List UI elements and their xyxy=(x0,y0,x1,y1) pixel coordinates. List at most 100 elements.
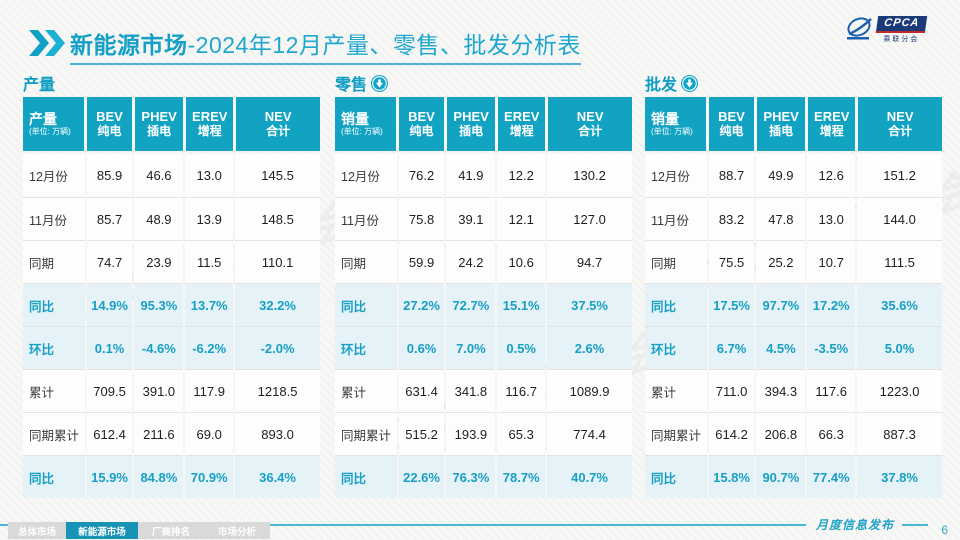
corner-title: 销量 xyxy=(651,111,679,128)
value-cell: 12.6 xyxy=(807,154,856,197)
value-cell: 12.2 xyxy=(497,154,546,197)
corner-title: 销量 xyxy=(341,111,369,128)
value-cell: 13.0 xyxy=(807,197,856,240)
value-cell: 66.3 xyxy=(807,412,856,455)
value-cell: 11.5 xyxy=(185,240,234,283)
value-cell: 709.5 xyxy=(86,369,133,412)
value-cell: -2.0% xyxy=(235,326,320,369)
value-cell: 24.2 xyxy=(446,240,496,283)
row-label: 同比 xyxy=(335,283,397,326)
column-header-erev: EREV 增程 xyxy=(808,97,856,151)
nav-tab-overall-market[interactable]: 总体市场 xyxy=(8,522,66,539)
value-cell: 59.9 xyxy=(398,240,445,283)
column-header-bev: BEV 纯电 xyxy=(398,97,445,151)
nav-tab-nev-market[interactable]: 新能源市场 xyxy=(66,522,138,539)
corner-unit: (单位: 万辆) xyxy=(29,127,71,137)
value-cell: 97.7% xyxy=(756,283,806,326)
value-cell: 69.0 xyxy=(185,412,234,455)
value-cell: 37.5% xyxy=(547,283,632,326)
table-body: 12月份 85.9 46.6 13.0 145.5 11月份 85.7 48.9 13.9 148… xyxy=(23,154,320,498)
table-row: 环比 0.1% -4.6% -6.2% -2.0% xyxy=(23,326,320,369)
row-label: 同期累计 xyxy=(335,412,397,455)
value-cell: 22.6% xyxy=(398,455,445,498)
value-cell: 84.8% xyxy=(134,455,184,498)
cpca-logo: CPCA 乘联分会 xyxy=(845,16,928,44)
row-label: 同期累计 xyxy=(645,412,707,455)
double-chevron-icon xyxy=(29,30,65,56)
value-cell: 130.2 xyxy=(547,154,632,197)
column-header-bev: BEV 纯电 xyxy=(708,97,755,151)
footer-rule: 月度信息发布 xyxy=(0,516,960,533)
value-cell: 127.0 xyxy=(547,197,632,240)
section-title-production: 产量 xyxy=(23,77,56,94)
value-cell: 17.5% xyxy=(708,283,755,326)
value-cell: 206.8 xyxy=(756,412,806,455)
table-row: 累计 709.5 391.0 117.9 1218.5 xyxy=(23,369,320,412)
value-cell: 36.4% xyxy=(235,455,320,498)
value-cell: 27.2% xyxy=(398,283,445,326)
value-cell: 76.3% xyxy=(446,455,496,498)
cpca-logo-text: CPCA xyxy=(875,16,928,33)
value-cell: 37.8% xyxy=(857,455,942,498)
table-row: 同比 22.6% 76.3% 78.7% 40.7% xyxy=(335,455,632,498)
footer-nav: 总体市场 新能源市场 厂商排名 市场分析 xyxy=(8,522,270,539)
table-row: 环比 6.7% 4.5% -3.5% 5.0% xyxy=(645,326,942,369)
table-row: 同期 74.7 23.9 11.5 110.1 xyxy=(23,240,320,283)
value-cell: 95.3% xyxy=(134,283,184,326)
table-row: 同比 14.9% 95.3% 13.7% 32.2% xyxy=(23,283,320,326)
table-row: 环比 0.6% 7.0% 0.5% 2.6% xyxy=(335,326,632,369)
value-cell: 49.9 xyxy=(756,154,806,197)
value-cell: 144.0 xyxy=(857,197,942,240)
value-cell: 4.5% xyxy=(756,326,806,369)
value-cell: 7.0% xyxy=(446,326,496,369)
value-cell: 35.6% xyxy=(857,283,942,326)
value-cell: 76.2 xyxy=(398,154,445,197)
corner-title: 产量 xyxy=(29,111,57,128)
value-cell: 13.0 xyxy=(185,154,234,197)
publication-label: 月度信息发布 xyxy=(815,518,894,532)
row-label: 11月份 xyxy=(645,197,707,240)
value-cell: 0.1% xyxy=(86,326,133,369)
nav-tab-market-analysis[interactable]: 市场分析 xyxy=(204,522,270,539)
value-cell: 0.5% xyxy=(497,326,546,369)
table-row: 同比 15.8% 90.7% 77.4% 37.8% xyxy=(645,455,942,498)
nav-tab-oem-ranking[interactable]: 厂商排名 xyxy=(138,522,204,539)
value-cell: 148.5 xyxy=(235,197,320,240)
row-label: 累计 xyxy=(645,369,707,412)
value-cell: 10.7 xyxy=(807,240,856,283)
row-label: 累计 xyxy=(335,369,397,412)
table-header: 产量 (单位: 万辆) BEV 纯电 PHEV 插电 EREV 增程 NEV 合计 xyxy=(23,97,321,151)
value-cell: 193.9 xyxy=(446,412,496,455)
value-cell: 74.7 xyxy=(86,240,133,283)
value-cell: 39.1 xyxy=(446,197,496,240)
table-row: 11月份 75.8 39.1 12.1 127.0 xyxy=(335,197,632,240)
value-cell: 48.9 xyxy=(134,197,184,240)
retail-table: 销量 (单位: 万辆) BEV 纯电 PHEV 插电 EREV 增程 NEV 合计 12月份 76.… xyxy=(335,97,633,498)
value-cell: 72.7% xyxy=(446,283,496,326)
table-row: 同期 59.9 24.2 10.6 94.7 xyxy=(335,240,632,283)
value-cell: 391.0 xyxy=(134,369,184,412)
value-cell: 15.8% xyxy=(708,455,755,498)
table-header: 销量 (单位: 万辆) BEV 纯电 PHEV 插电 EREV 增程 NEV 合计 xyxy=(335,97,633,151)
row-label: 同比 xyxy=(23,455,85,498)
header-corner-cell: 销量 (单位: 万辆) xyxy=(645,97,706,151)
cpca-logo-icon xyxy=(846,17,872,40)
value-cell: 631.4 xyxy=(398,369,445,412)
table-row: 同期累计 515.2 193.9 65.3 774.4 xyxy=(335,412,632,455)
header-corner-cell: 产量 (单位: 万辆) xyxy=(23,97,84,151)
row-label: 同期 xyxy=(335,240,397,283)
row-label: 同比 xyxy=(645,455,707,498)
value-cell: 0.6% xyxy=(398,326,445,369)
table-row: 同比 27.2% 72.7% 15.1% 37.5% xyxy=(335,283,632,326)
table-row: 同比 17.5% 97.7% 17.2% 35.6% xyxy=(645,283,942,326)
value-cell: 32.2% xyxy=(235,283,320,326)
value-cell: 151.2 xyxy=(857,154,942,197)
section-title-retail: 零售 xyxy=(335,77,368,94)
value-cell: 341.8 xyxy=(446,369,496,412)
column-header-phev: PHEV 插电 xyxy=(135,97,184,151)
page-number: 6 xyxy=(941,523,948,537)
corner-unit: (单位: 万辆) xyxy=(341,127,383,137)
value-cell: 85.9 xyxy=(86,154,133,197)
value-cell: 94.7 xyxy=(547,240,632,283)
